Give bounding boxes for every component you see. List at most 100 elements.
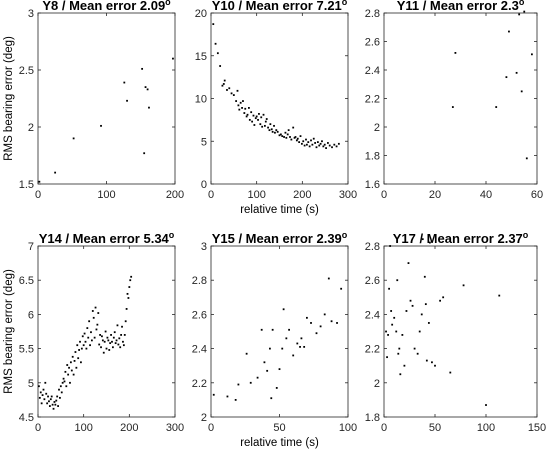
x-tick-label: 40 xyxy=(480,189,492,201)
panel-title: Y14 / Mean error 5.34o xyxy=(39,230,175,246)
data-point xyxy=(263,124,266,127)
data-point xyxy=(245,352,248,355)
data-point xyxy=(495,106,498,108)
data-point xyxy=(292,354,295,357)
y-tick-label: 2.4 xyxy=(365,65,380,77)
data-point xyxy=(216,52,219,55)
x-tick-label: 300 xyxy=(166,422,184,434)
data-point xyxy=(239,101,242,104)
data-point xyxy=(101,335,103,338)
data-point xyxy=(442,296,445,299)
data-point xyxy=(248,118,251,121)
data-point xyxy=(262,113,265,116)
data-point xyxy=(113,331,116,334)
plot-area xyxy=(37,245,176,418)
data-point xyxy=(336,322,338,324)
x-tick-label: 100 xyxy=(74,422,92,434)
data-point xyxy=(319,325,322,328)
data-point xyxy=(45,392,48,395)
data-point xyxy=(42,388,45,391)
y-tick-label: 2.6 xyxy=(192,309,207,321)
data-point xyxy=(87,336,90,339)
chart-panel-5: 0 50 100 2 2.2 2.4 2.6 2.8 3 Y15 / Mean error 2.3… xyxy=(192,230,357,449)
y-tick-label: 7 xyxy=(28,241,34,253)
data-point xyxy=(93,336,96,339)
data-point xyxy=(95,328,98,331)
data-point xyxy=(226,395,229,398)
data-point xyxy=(48,405,51,407)
data-point xyxy=(284,131,287,134)
data-point xyxy=(327,277,330,280)
data-point xyxy=(246,113,249,116)
data-point xyxy=(323,143,326,146)
data-point xyxy=(219,65,222,67)
x-axis-label: relative time (s) xyxy=(240,204,319,216)
y-tick-label: 2.2 xyxy=(365,94,380,106)
y-tick-label: 2.5 xyxy=(19,65,34,77)
y-tick-label: 5 xyxy=(201,136,207,148)
data-point xyxy=(238,108,241,111)
data-point xyxy=(51,403,54,406)
data-point xyxy=(62,377,65,380)
data-point xyxy=(43,398,46,401)
data-point xyxy=(401,334,404,336)
data-point xyxy=(396,279,399,282)
data-point xyxy=(315,332,318,335)
x-tick-label: 100 xyxy=(339,422,357,434)
data-point xyxy=(97,312,100,314)
data-point xyxy=(46,402,49,405)
y-axis-label: RMS bearing error (deg) xyxy=(3,36,15,161)
data-point xyxy=(58,388,60,391)
data-point xyxy=(431,361,433,364)
data-point xyxy=(212,393,215,396)
plot-area xyxy=(383,245,538,418)
data-point xyxy=(122,344,125,347)
data-point xyxy=(387,334,389,336)
x-tick-label: 0 xyxy=(35,422,41,434)
data-point xyxy=(103,340,106,343)
data-point xyxy=(230,92,233,95)
data-point xyxy=(111,346,114,349)
data-point xyxy=(515,71,518,74)
y-tick-label: 20 xyxy=(195,8,207,20)
data-point xyxy=(59,385,62,388)
data-point xyxy=(119,346,122,349)
panel-title: Y8 / Mean error 2.09o xyxy=(42,0,171,13)
data-point xyxy=(212,23,215,26)
y-tick-label: 10 xyxy=(195,94,207,106)
data-point xyxy=(293,136,296,139)
chart-panel-2: 0 100 200 300 0 5 10 15 20 Y10 / Mean error 7.21o… xyxy=(195,0,357,216)
x-tick-label: 50 xyxy=(429,422,441,434)
x-tick-label: 0 xyxy=(208,422,214,434)
y-tick-label: 2 xyxy=(374,122,380,134)
data-point xyxy=(299,135,302,138)
y-tick-label: 4.5 xyxy=(19,412,34,424)
plot-area xyxy=(383,12,538,185)
data-point xyxy=(310,139,312,142)
data-point xyxy=(391,323,394,326)
data-point xyxy=(38,385,40,388)
data-point xyxy=(300,142,303,145)
data-point xyxy=(525,157,528,160)
data-point xyxy=(76,344,79,347)
data-point xyxy=(294,136,297,138)
data-point xyxy=(340,287,343,290)
data-point xyxy=(47,395,49,398)
data-point xyxy=(73,360,76,362)
data-point xyxy=(316,141,319,144)
data-point xyxy=(425,359,428,362)
y-tick-label: 2.8 xyxy=(365,241,380,253)
data-point xyxy=(85,347,88,350)
data-point xyxy=(397,352,400,355)
data-point xyxy=(127,297,130,299)
data-point xyxy=(53,401,56,403)
data-point xyxy=(439,299,441,302)
data-point xyxy=(80,361,82,364)
data-point xyxy=(322,145,325,148)
data-point xyxy=(228,87,231,90)
chart-panel-3: 0 20 40 60 1.6 1.8 2 2.2 2.4 2.6 2.8 Y11 / Mean err… xyxy=(365,0,543,201)
data-point xyxy=(104,330,107,333)
data-point xyxy=(143,152,146,155)
data-point xyxy=(124,320,127,323)
y-tick-label: 2 xyxy=(28,122,34,134)
